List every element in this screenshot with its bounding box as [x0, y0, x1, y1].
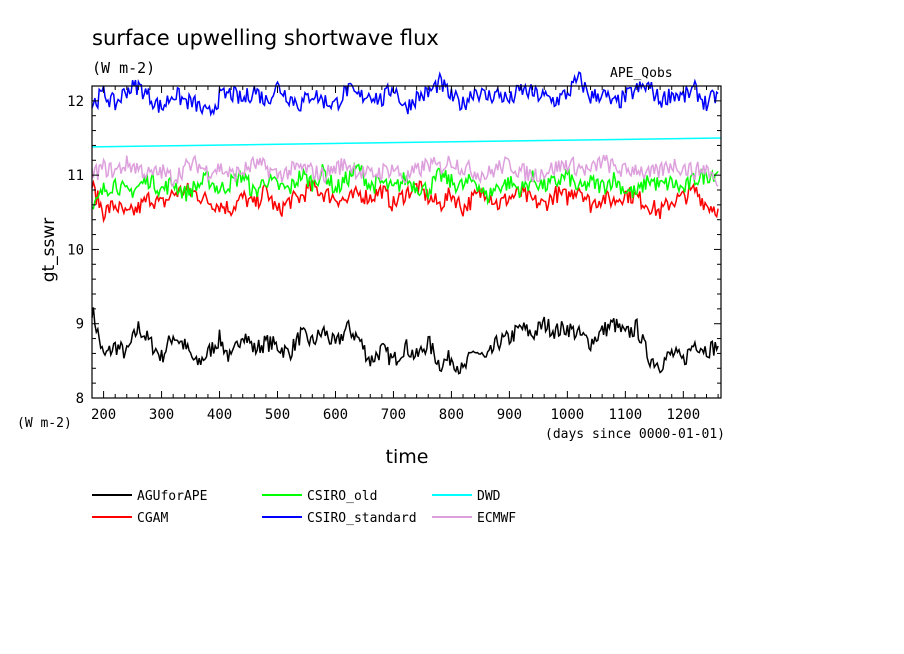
x-tick-label: 500: [265, 407, 290, 423]
x-tick-label: 700: [381, 407, 406, 423]
x-tick-label: 900: [497, 407, 522, 423]
plot-frame: [91, 85, 722, 399]
x-tick-label: 400: [207, 407, 232, 423]
x-tick-label: 1100: [608, 407, 642, 423]
legend: AGUforAPE CGAM CSIRO_old CSIRO_standard DWD E…: [92, 489, 516, 526]
series-line-csiro-standard: [91, 71, 719, 117]
chart-title: surface upwelling shortwave flux: [92, 26, 439, 50]
series-line-dwd: [91, 137, 722, 148]
x-tick-label: 1000: [551, 407, 585, 423]
series-line-ecmwf: [91, 154, 719, 187]
legend-label: AGUforAPE: [137, 489, 207, 504]
series-line-aguforape: [91, 307, 719, 375]
legend-label: CGAM: [137, 511, 168, 526]
series-line-csiro-old: [91, 161, 719, 210]
legend-label: DWD: [477, 489, 501, 504]
x-axis-units: (days since 0000-01-01): [545, 427, 725, 442]
tick-layer: 200 300 400 500 600 700 800 900 1000 1100 1200 8 9 10…: [67, 85, 721, 423]
y-tick-label: 9: [76, 317, 84, 333]
chart-units: (W m-2): [92, 59, 155, 77]
y-tick-label: 12: [67, 94, 84, 110]
series-layer: [91, 71, 722, 375]
x-tick-label: 1200: [666, 407, 700, 423]
y-tick-label: 11: [67, 168, 84, 184]
x-tick-label: 800: [439, 407, 464, 423]
y-tick-label: 10: [67, 242, 84, 258]
y-tick-label: 8: [76, 391, 84, 407]
y-axis-units: (W m-2): [17, 416, 72, 431]
x-tick-label: 200: [91, 407, 116, 423]
series-line-cgam: [91, 177, 719, 224]
legend-label: CSIRO_old: [307, 489, 377, 504]
x-tick-label: 600: [323, 407, 348, 423]
legend-label: ECMWF: [477, 511, 516, 526]
legend-label: CSIRO_standard: [307, 511, 417, 526]
x-tick-label: 300: [149, 407, 174, 423]
y-axis-title: gt_sswr: [39, 218, 59, 283]
x-axis-title: time: [386, 446, 429, 468]
corner-label: APE_Qobs: [610, 66, 673, 81]
